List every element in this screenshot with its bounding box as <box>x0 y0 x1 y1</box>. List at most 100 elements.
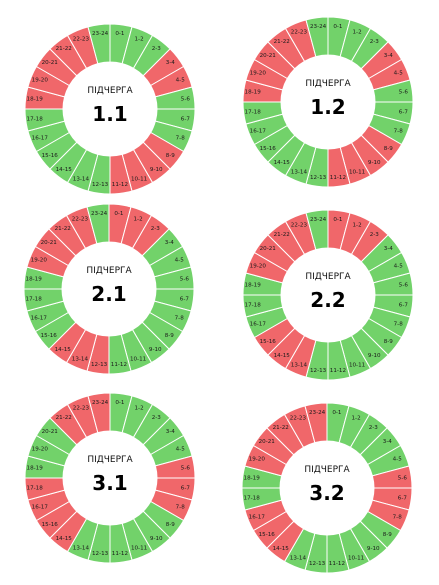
hour-label-7-8: 7-8 <box>394 322 404 328</box>
subqueue-dial-1-2: 0-1 1-2 2-3 3-4 4-5 5-6 6-7 7-8 8-9 9-1010-1111-1… <box>242 16 414 188</box>
hour-label-8-9: 8-9 <box>384 339 394 345</box>
hour-label-5-6: 5-6 <box>399 283 409 289</box>
hour-label-13-14: 13-14 <box>290 556 307 562</box>
hour-label-16-17: 16-17 <box>250 322 267 328</box>
hour-label-16-17: 16-17 <box>31 316 48 322</box>
hour-label-15-16: 15-16 <box>260 146 277 152</box>
subqueue-number: 2.2 <box>310 288 345 312</box>
hour-label-4-5: 4-5 <box>175 257 185 263</box>
hour-label-19-20: 19-20 <box>32 446 49 452</box>
hour-label-11-12: 11-12 <box>112 551 128 557</box>
center-disc <box>63 62 157 156</box>
hour-label-14-15: 14-15 <box>273 546 290 552</box>
hour-label-2-3: 2-3 <box>151 226 161 232</box>
hour-label-4-5: 4-5 <box>176 77 186 83</box>
hour-label-17-18: 17-18 <box>245 109 262 115</box>
hour-label-19-20: 19-20 <box>32 77 49 83</box>
hour-label-18-19: 18-19 <box>27 97 44 103</box>
hour-label-23-24: 23-24 <box>92 400 109 406</box>
hour-label-1-2: 1-2 <box>353 29 362 35</box>
hour-label-12-13: 12-13 <box>91 362 108 368</box>
hour-label-0-1: 0-1 <box>333 217 343 223</box>
hour-label-2-3: 2-3 <box>369 425 379 431</box>
hour-label-6-7: 6-7 <box>399 302 409 308</box>
subqueue-dial-2-2: 0-1 1-2 2-3 3-4 4-5 5-6 6-7 7-8 8-9 9-1010-1111-1… <box>242 209 414 381</box>
hour-label-23-24: 23-24 <box>309 410 326 416</box>
hour-label-9-10: 9-10 <box>150 536 163 542</box>
hour-label-10-11: 10-11 <box>349 170 366 176</box>
subqueue-number: 3.1 <box>92 471 127 495</box>
hour-label-6-7: 6-7 <box>181 116 191 122</box>
hour-label-22-23: 22-23 <box>72 216 89 222</box>
hour-label-22-23: 22-23 <box>73 405 90 411</box>
hour-label-19-20: 19-20 <box>31 257 48 263</box>
hour-label-19-20: 19-20 <box>249 456 266 462</box>
hour-label-9-10: 9-10 <box>150 167 163 173</box>
hour-label-13-14: 13-14 <box>73 177 90 183</box>
hour-label-13-14: 13-14 <box>73 546 90 552</box>
center-disc <box>63 431 157 525</box>
hour-label-7-8: 7-8 <box>394 129 404 135</box>
hour-label-16-17: 16-17 <box>249 515 266 521</box>
hour-ring: 0-1 1-2 2-3 3-4 4-5 5-6 6-7 7-8 8-9 9-1010-1111-1… <box>242 16 414 188</box>
hour-label-13-14: 13-14 <box>291 363 308 369</box>
hour-label-23-24: 23-24 <box>92 31 109 37</box>
hour-label-23-24: 23-24 <box>91 211 108 217</box>
hour-label-17-18: 17-18 <box>27 485 44 491</box>
hour-label-2-3: 2-3 <box>370 39 380 45</box>
hour-label-18-19: 18-19 <box>26 277 43 283</box>
hour-label-0-1: 0-1 <box>333 24 343 30</box>
hour-label-3-4: 3-4 <box>165 240 175 246</box>
hour-label-1-2: 1-2 <box>352 415 361 421</box>
hour-label-5-6: 5-6 <box>180 277 190 283</box>
center-disc <box>281 55 375 149</box>
hour-label-0-1: 0-1 <box>115 31 125 37</box>
hour-label-8-9: 8-9 <box>165 333 175 339</box>
hour-label-9-10: 9-10 <box>149 347 162 353</box>
subqueue-number: 1.1 <box>92 102 127 126</box>
hour-label-3-4: 3-4 <box>384 246 394 252</box>
hour-label-8-9: 8-9 <box>166 522 176 528</box>
hour-label-15-16: 15-16 <box>42 153 59 159</box>
hour-label-5-6: 5-6 <box>398 476 408 482</box>
hour-label-20-21: 20-21 <box>260 53 277 59</box>
hour-label-14-15: 14-15 <box>274 353 291 359</box>
hour-label-12-13: 12-13 <box>309 561 326 567</box>
hour-label-0-1: 0-1 <box>115 400 125 406</box>
hour-label-14-15: 14-15 <box>56 167 73 173</box>
hour-label-18-19: 18-19 <box>244 476 261 482</box>
hour-label-1-2: 1-2 <box>353 222 362 228</box>
hour-label-17-18: 17-18 <box>245 302 262 308</box>
hour-label-3-4: 3-4 <box>384 53 394 59</box>
center-disc <box>62 242 156 336</box>
subqueue-dial-2-1: 0-1 1-2 2-3 3-4 4-5 5-6 6-7 7-8 8-9 9-1010-1111-1… <box>23 203 195 375</box>
hour-label-20-21: 20-21 <box>41 240 58 246</box>
subqueue-caption: ПІДЧЕРГА <box>305 79 351 89</box>
hour-label-3-4: 3-4 <box>383 439 393 445</box>
hour-label-2-3: 2-3 <box>370 232 380 238</box>
hour-label-10-11: 10-11 <box>131 177 148 183</box>
subqueue-dial-3-1: 0-1 1-2 2-3 3-4 4-5 5-6 6-7 7-8 8-9 9-1010-1111-1… <box>24 392 196 564</box>
hour-label-20-21: 20-21 <box>42 429 59 435</box>
hour-label-9-10: 9-10 <box>368 353 381 359</box>
hour-label-7-8: 7-8 <box>175 316 185 322</box>
hour-label-12-13: 12-13 <box>310 368 327 374</box>
hour-label-13-14: 13-14 <box>291 170 308 176</box>
hour-label-8-9: 8-9 <box>166 153 176 159</box>
hour-label-0-1: 0-1 <box>114 211 124 217</box>
hour-label-23-24: 23-24 <box>310 217 327 223</box>
hour-label-4-5: 4-5 <box>394 70 404 76</box>
subqueue-caption: ПІДЧЕРГА <box>86 266 132 276</box>
hour-label-4-5: 4-5 <box>394 263 404 269</box>
hour-label-8-9: 8-9 <box>384 146 394 152</box>
hour-label-4-5: 4-5 <box>393 456 403 462</box>
hour-label-5-6: 5-6 <box>399 90 409 96</box>
hour-ring: 0-1 1-2 2-3 3-4 4-5 5-6 6-7 7-8 8-9 9-1010-1111-1… <box>24 23 196 195</box>
hour-label-23-24: 23-24 <box>310 24 327 30</box>
hour-label-21-22: 21-22 <box>56 46 72 52</box>
hour-label-15-16: 15-16 <box>260 339 277 345</box>
hour-label-17-18: 17-18 <box>27 116 44 122</box>
hour-label-21-22: 21-22 <box>273 425 289 431</box>
hour-label-13-14: 13-14 <box>72 357 89 363</box>
